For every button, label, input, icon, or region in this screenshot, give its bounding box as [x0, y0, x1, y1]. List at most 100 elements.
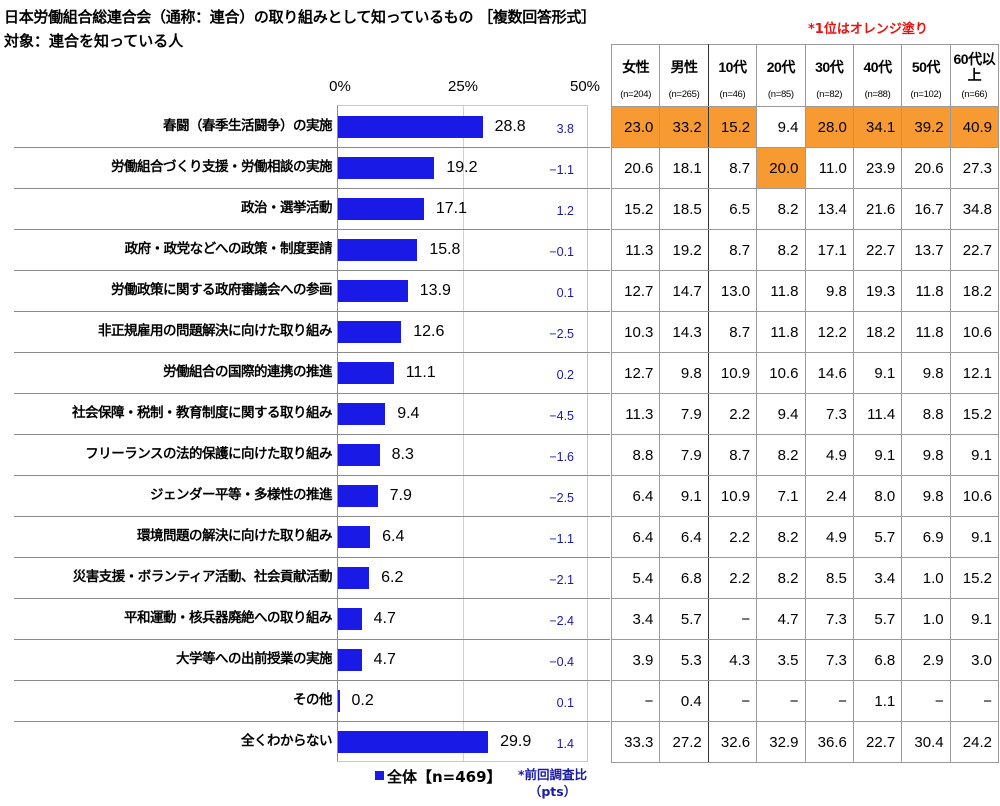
diff-value: −4.5 — [549, 409, 574, 423]
table-cell: 6.8 — [852, 639, 903, 681]
category-label: 政治・選挙活動 — [241, 200, 333, 216]
category-label: 全くわからない — [241, 733, 333, 749]
diff-value: −2.1 — [549, 573, 574, 587]
column-label: 女性 — [622, 59, 650, 75]
table-cell: 11.8 — [756, 311, 806, 353]
bar-row: 春闘（春季生活闘争）の実施 28.8 3.8 — [0, 106, 610, 147]
table-cell: 7.9 — [659, 434, 709, 476]
column-label: 30代 — [815, 59, 844, 75]
table-row: 3.4 5.7−4.7 7.3 5.7 1.0 9.1 — [610, 598, 1000, 640]
column-label: 男性 — [670, 59, 699, 75]
table-cell: 3.0 — [949, 639, 1000, 681]
table-cell: 3.5 — [756, 639, 806, 681]
table-cell: 12.7 — [610, 352, 661, 394]
bar — [338, 649, 362, 671]
table-cell: 15.2 — [707, 106, 758, 148]
row-separator — [14, 680, 610, 681]
table-row: 10.3 14.3 8.7 11.8 12.2 18.2 11.8 10.6 — [610, 311, 1000, 353]
category-label: ジェンダー平等・多様性の推進 — [150, 487, 333, 503]
table-cell: 27.2 — [659, 721, 709, 763]
row-separator — [14, 475, 610, 476]
category-label: 大学等への出前授業の実施 — [176, 651, 333, 667]
bar-value: 12.6 — [413, 323, 445, 340]
bar-row: 災害支援・ボランティア活動、社会貢献活動 6.2 −2.1 — [0, 557, 610, 598]
table-cell: − — [949, 680, 1000, 722]
table-cell: 6.8 — [659, 557, 709, 599]
table-cell: 14.7 — [659, 270, 709, 312]
table-cell: 22.7 — [852, 721, 903, 763]
bar — [338, 526, 371, 548]
category-label: 春闘（春季生活闘争）の実施 — [163, 118, 333, 134]
table-cell: 23.0 — [610, 106, 661, 148]
diff-value: 0.2 — [556, 368, 574, 382]
bar-row: 環境問題の解決に向けた取り組み 6.4 −1.1 — [0, 516, 610, 557]
plot-area — [337, 105, 588, 762]
table-cell: 11.4 — [852, 393, 903, 435]
table-cell: 11.8 — [756, 270, 806, 312]
table-cell: 7.9 — [659, 393, 709, 435]
diff-value: 3.8 — [556, 122, 574, 136]
table-cell: 6.5 — [707, 188, 758, 230]
table-cell: 12.7 — [610, 270, 661, 312]
row-separator — [14, 393, 610, 394]
bar-value: 7.9 — [389, 487, 412, 504]
bar-value: 13.9 — [419, 282, 451, 299]
table-cell: 6.4 — [610, 475, 661, 517]
table-cell: 1.1 — [852, 680, 903, 722]
bar-value: 4.7 — [373, 651, 396, 668]
bar-value: 9.4 — [397, 405, 420, 422]
table-cell: 8.2 — [756, 188, 806, 230]
row-separator — [14, 557, 610, 558]
table-cell: 16.7 — [901, 188, 951, 230]
category-label: 平和運動・核兵器廃絶への取り組み — [124, 610, 333, 626]
bar-row: 大学等への出前授業の実施 4.7 −0.4 — [0, 639, 610, 680]
table-cell: 5.4 — [610, 557, 661, 599]
bar — [338, 567, 370, 589]
table-cell: 11.8 — [901, 270, 951, 312]
table-cell: 33.3 — [610, 721, 661, 763]
table-cell: 15.2 — [949, 557, 1000, 599]
table-cell: 9.1 — [852, 352, 903, 394]
table-cell: 8.7 — [707, 434, 758, 476]
column-n: (n=88) — [864, 89, 891, 100]
table-cell: − — [901, 680, 951, 722]
column-header: 10代 (n=46) — [707, 44, 758, 107]
row-separator — [14, 270, 610, 271]
table-row: 3.9 5.3 4.3 3.5 7.3 6.8 2.9 3.0 — [610, 639, 1000, 681]
category-label: 社会保障・税制・教育制度に関する取り組み — [72, 405, 333, 421]
diff-value: −0.4 — [549, 655, 574, 669]
category-label: 災害支援・ボランティア活動、社会貢献活動 — [72, 569, 333, 585]
table-row: 6.4 9.1 10.9 7.1 2.4 8.0 9.8 10.6 — [610, 475, 1000, 517]
table-cell: 6.4 — [610, 516, 661, 558]
table-cell: 13.0 — [707, 270, 758, 312]
column-label: 50代 — [911, 59, 941, 75]
table-cell: 0.4 — [659, 680, 709, 722]
diff-value: −2.5 — [549, 327, 574, 341]
table-cell: 22.7 — [949, 229, 1000, 271]
table-cell: 20.6 — [901, 147, 951, 189]
table-row: 33.3 27.2 32.6 32.9 36.6 22.7 30.4 24.2 — [610, 721, 1000, 763]
table-cell: 15.2 — [610, 188, 661, 230]
table-cell: 33.2 — [659, 106, 709, 148]
table-cell: 6.4 — [659, 516, 709, 558]
table-cell: 9.1 — [852, 434, 903, 476]
column-n: (n=46) — [719, 89, 746, 100]
table-cell: 12.1 — [949, 352, 1000, 394]
table-cell: 7.3 — [804, 598, 854, 640]
table-cell: 5.3 — [659, 639, 709, 681]
table-cell: 12.2 — [804, 311, 854, 353]
diff-value: −2.5 — [549, 491, 574, 505]
table-cell: 39.2 — [901, 106, 951, 148]
table-cell: 10.3 — [610, 311, 661, 353]
table-cell: 9.8 — [659, 352, 709, 394]
table-cell: 13.7 — [901, 229, 951, 271]
table-cell: 34.1 — [852, 106, 903, 148]
axis-tick-25: 25% — [447, 78, 479, 95]
bar-row: 労働政策に関する政府審議会への参画 13.9 0.1 — [0, 270, 610, 311]
bar — [338, 116, 483, 138]
bar-value: 17.1 — [435, 200, 467, 217]
legend: 全体【n=469】 — [375, 766, 502, 787]
table-cell: 5.7 — [852, 516, 903, 558]
bar-value: 28.8 — [494, 118, 526, 135]
legend-swatch — [375, 771, 384, 780]
